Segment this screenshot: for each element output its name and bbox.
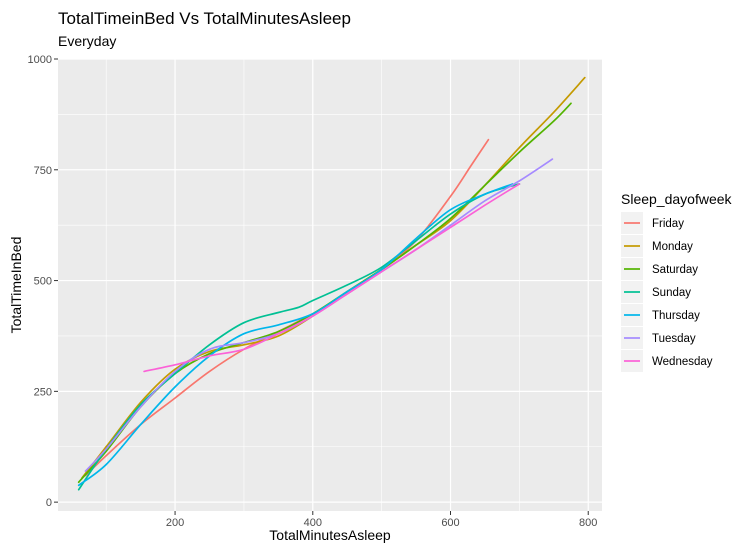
legend-title: Sleep_dayofweek <box>621 191 733 207</box>
legend-item-sunday: Sunday <box>621 281 691 303</box>
legend-item-friday: Friday <box>621 212 684 234</box>
legend-label: Thursday <box>652 310 700 322</box>
chart-subtitle: Everyday <box>58 33 116 49</box>
chart-title: TotalTimeinBed Vs TotalMinutesAsleep <box>58 9 351 28</box>
x-axis-title: TotalMinutesAsleep <box>269 527 391 543</box>
legend-label: Wednesday <box>652 356 713 368</box>
series-lines <box>77 76 586 491</box>
legend-label: Saturday <box>652 264 698 276</box>
y-tick-label: 750 <box>34 165 52 177</box>
y-axis-title: TotalTimeInBed <box>8 237 24 334</box>
legend-label: Monday <box>652 241 693 253</box>
x-tick-label: 200 <box>166 517 184 529</box>
legend-item-monday: Monday <box>621 235 693 257</box>
y-tick-label: 0 <box>46 497 52 509</box>
y-tick-label: 1000 <box>28 54 52 66</box>
legend-item-thursday: Thursday <box>621 304 700 326</box>
x-tick-label: 600 <box>441 517 459 529</box>
series-line-thursday <box>77 183 514 487</box>
plot-panel <box>58 59 602 511</box>
major-gridlines <box>58 58 602 511</box>
series-line-wednesday <box>143 183 521 373</box>
y-tick-label: 500 <box>34 276 52 288</box>
legend-item-tuesday: Tuesday <box>621 327 696 349</box>
x-tick-label: 800 <box>579 517 597 529</box>
y-axis-ticks: 0 250 500 750 1000 <box>28 54 58 509</box>
legend-item-wednesday: Wednesday <box>621 350 713 372</box>
legend-label: Friday <box>652 218 684 230</box>
legend-label: Tuesday <box>652 333 696 345</box>
legend: Friday Monday Saturday Sunday Thursday Tuesda… <box>621 212 713 372</box>
minor-gridlines <box>58 59 602 511</box>
legend-item-saturday: Saturday <box>621 258 698 280</box>
legend-label: Sunday <box>652 287 691 299</box>
x-tick-label: 400 <box>304 517 322 529</box>
x-axis-ticks: 200 400 600 800 <box>166 511 597 529</box>
y-tick-label: 250 <box>34 386 52 398</box>
